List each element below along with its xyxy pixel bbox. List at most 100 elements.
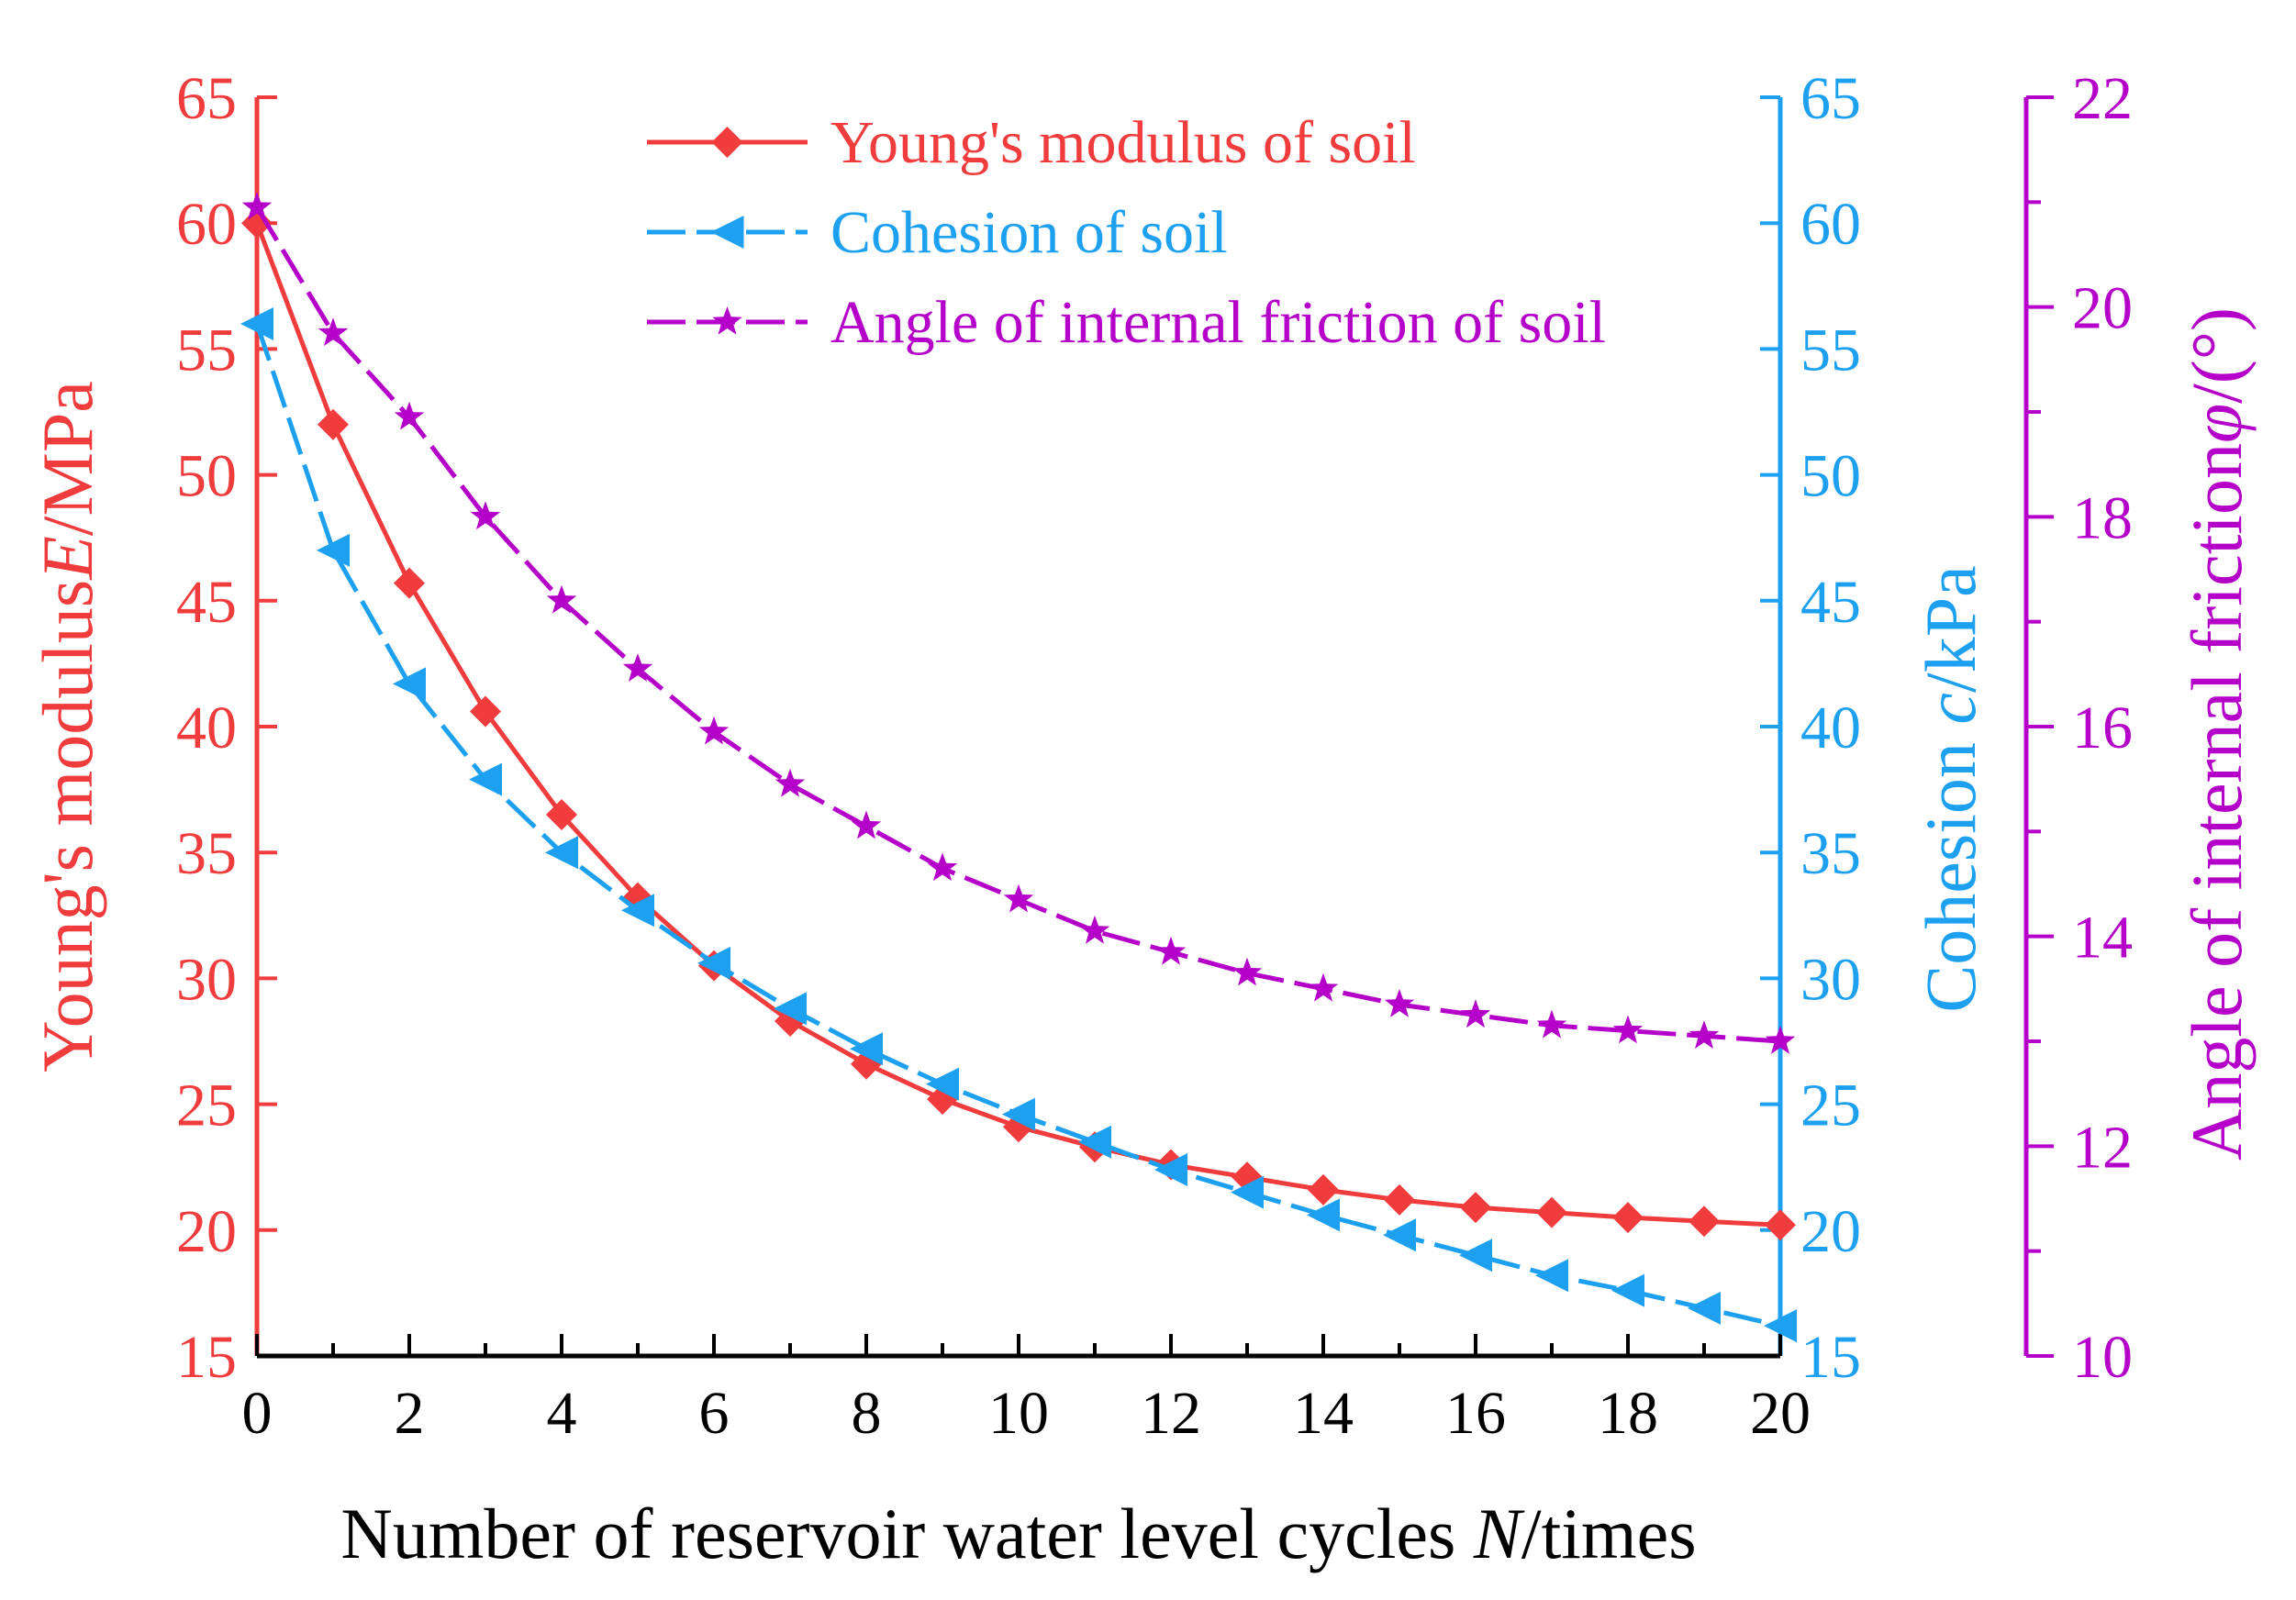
data-point bbox=[1612, 1015, 1644, 1044]
legend-item: Angle of internal friction of soil bbox=[647, 289, 1606, 356]
legend-marker bbox=[711, 127, 743, 158]
cohesion-axis-tick-label: 45 bbox=[1800, 569, 1861, 636]
cohesion-axis-label-var: c bbox=[1911, 693, 1990, 725]
data-point bbox=[1689, 1020, 1720, 1049]
x-axis-label-suffix: /times bbox=[1521, 1494, 1697, 1573]
data-point bbox=[1459, 1239, 1492, 1272]
x-axis-tick-label: 18 bbox=[1598, 1380, 1658, 1447]
x-axis-tick-label: 12 bbox=[1141, 1380, 1201, 1447]
data-point bbox=[622, 653, 653, 682]
legend-item: Young's modulus of soil bbox=[647, 109, 1416, 176]
data-point bbox=[1308, 972, 1339, 1002]
friction-axis-tick-label: 12 bbox=[2072, 1114, 2133, 1181]
left-axis-tick-label: 40 bbox=[176, 694, 237, 761]
data-point bbox=[1231, 1175, 1264, 1209]
data-point bbox=[1460, 999, 1491, 1028]
data-point bbox=[470, 695, 501, 728]
cohesion-axis-tick-label: 15 bbox=[1800, 1324, 1861, 1391]
x-axis-tick-label: 8 bbox=[852, 1380, 882, 1447]
data-point bbox=[1154, 1152, 1187, 1186]
left-axis-tick-label: 55 bbox=[176, 317, 237, 383]
data-point bbox=[1765, 1026, 1796, 1054]
cohesion-axis-tick-label: 50 bbox=[1800, 443, 1861, 510]
data-point bbox=[394, 567, 425, 599]
data-point bbox=[1764, 1309, 1797, 1343]
friction-axis-label-suffix: /(°) bbox=[2177, 307, 2257, 404]
x-axis-tick-label: 2 bbox=[395, 1380, 425, 1447]
left-axis-label-prefix: Young's modulus bbox=[28, 580, 107, 1072]
data-point bbox=[393, 667, 426, 701]
data-point bbox=[317, 533, 350, 567]
data-point bbox=[927, 852, 958, 882]
left-axis-tick-label: 35 bbox=[176, 820, 237, 887]
x-axis-tick-label: 4 bbox=[547, 1380, 577, 1447]
left-axis-tick-label: 15 bbox=[176, 1324, 237, 1391]
cohesion-axis-tick-label: 25 bbox=[1800, 1072, 1861, 1139]
data-point bbox=[1688, 1291, 1721, 1325]
cohesion-axis-tick-label: 65 bbox=[1800, 65, 1861, 132]
friction-axis-label-prefix: Angle of internal friction bbox=[2177, 443, 2257, 1161]
cohesion-axis-tick-label: 55 bbox=[1800, 317, 1861, 383]
data-point bbox=[1611, 1273, 1644, 1307]
data-point bbox=[240, 306, 273, 340]
x-axis-tick-label: 0 bbox=[242, 1380, 273, 1447]
data-point bbox=[545, 836, 578, 870]
data-point bbox=[1232, 957, 1263, 986]
legend-marker bbox=[712, 306, 742, 335]
data-point bbox=[1078, 1125, 1111, 1159]
left-axis-label-var: E bbox=[28, 536, 107, 581]
x-axis-tick-label: 6 bbox=[699, 1380, 730, 1447]
data-point bbox=[1002, 1097, 1035, 1131]
x-axis-tick-label: 16 bbox=[1445, 1380, 1506, 1447]
data-point bbox=[1308, 1173, 1339, 1206]
series-line bbox=[254, 323, 1781, 1328]
series-layer bbox=[240, 192, 1797, 1343]
data-point bbox=[470, 501, 501, 530]
data-point bbox=[1307, 1198, 1340, 1232]
friction-axis-tick-label: 22 bbox=[2072, 65, 2133, 132]
data-point bbox=[1689, 1206, 1720, 1238]
legend-item: Cohesion of soil bbox=[647, 199, 1228, 266]
series-0 bbox=[241, 207, 1796, 1241]
x-axis-tick-label: 10 bbox=[988, 1380, 1049, 1447]
left-axis-tick-label: 45 bbox=[176, 569, 237, 636]
friction-axis-label: Angle of internal frictionφ/(°) bbox=[2177, 307, 2257, 1161]
data-point bbox=[775, 768, 806, 797]
data-point bbox=[1384, 1183, 1415, 1216]
data-point bbox=[546, 584, 577, 614]
legend: Young's modulus of soil Cohesion of soil A… bbox=[647, 109, 1606, 356]
cohesion-axis-tick-label: 40 bbox=[1800, 694, 1861, 761]
friction-axis-tick-label: 16 bbox=[2072, 694, 2133, 761]
friction-axis-tick-label: 14 bbox=[2072, 905, 2133, 972]
data-point bbox=[394, 401, 425, 430]
data-point bbox=[546, 799, 577, 831]
series-1 bbox=[240, 306, 1797, 1343]
series-2 bbox=[241, 192, 1796, 1054]
cohesion-axis-tick-label: 20 bbox=[1800, 1198, 1861, 1265]
data-point bbox=[1384, 989, 1415, 1017]
cohesion-axis-label: Cohesion c/kPa bbox=[1911, 565, 1990, 1012]
data-point bbox=[1536, 1196, 1567, 1228]
left-axis-tick-label: 20 bbox=[176, 1198, 237, 1265]
left-axis-tick-label: 50 bbox=[176, 443, 237, 510]
friction-axis-label-var: φ bbox=[2177, 404, 2257, 443]
friction-axis-tick-label: 18 bbox=[2072, 484, 2133, 551]
data-point bbox=[926, 1067, 959, 1101]
data-point bbox=[1383, 1218, 1416, 1252]
cohesion-axis-tick-label: 35 bbox=[1800, 820, 1861, 887]
left-axis-label-suffix: /MPa bbox=[28, 381, 107, 536]
data-point bbox=[1765, 1209, 1796, 1241]
x-axis-label-prefix: Number of reservoir water level cycles bbox=[340, 1494, 1473, 1573]
left-axis-label: Young's modulusE/MPa bbox=[28, 381, 107, 1072]
x-axis-tick-label: 20 bbox=[1750, 1380, 1811, 1447]
data-point bbox=[1155, 936, 1187, 965]
data-point bbox=[1079, 915, 1110, 944]
legend-label: Cohesion of soil bbox=[830, 199, 1228, 266]
friction-axis-tick-label: 10 bbox=[2072, 1324, 2133, 1391]
x-axis-label: Number of reservoir water level cycles N… bbox=[340, 1494, 1696, 1573]
x-axis-tick-label: 14 bbox=[1293, 1380, 1354, 1447]
cohesion-axis-tick-label: 30 bbox=[1800, 946, 1861, 1013]
friction-axis-tick-label: 20 bbox=[2072, 275, 2133, 342]
data-point bbox=[318, 317, 349, 346]
